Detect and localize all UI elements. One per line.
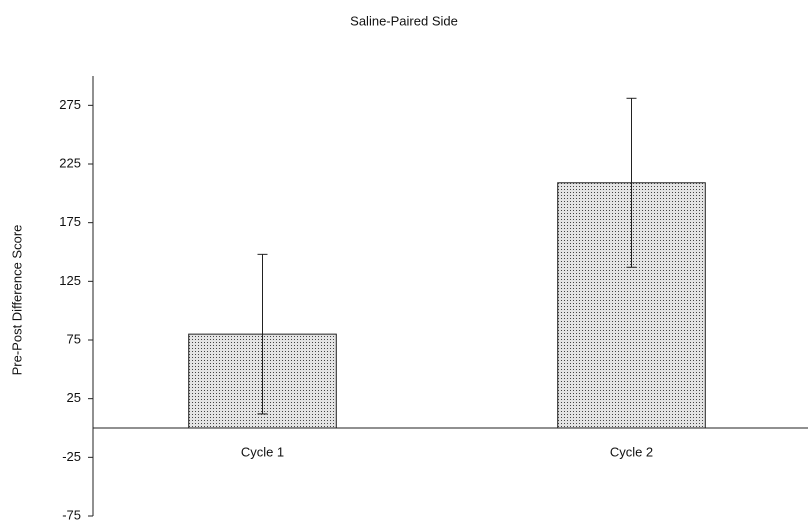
y-tick-label: 275 [59, 97, 81, 112]
y-tick-label: -75 [62, 507, 81, 520]
x-tick-label: Cycle 2 [610, 444, 653, 459]
y-tick-label: 125 [59, 273, 81, 288]
chart-title: Saline-Paired Side [350, 13, 458, 28]
y-axis-label: Pre-Post Difference Score [9, 225, 24, 376]
y-tick-label: -25 [62, 449, 81, 464]
y-tick-label: 75 [67, 331, 81, 346]
y-tick-label: 225 [59, 155, 81, 170]
y-tick-label: 175 [59, 214, 81, 229]
y-tick-label: 25 [67, 390, 81, 405]
x-tick-label: Cycle 1 [241, 444, 284, 459]
